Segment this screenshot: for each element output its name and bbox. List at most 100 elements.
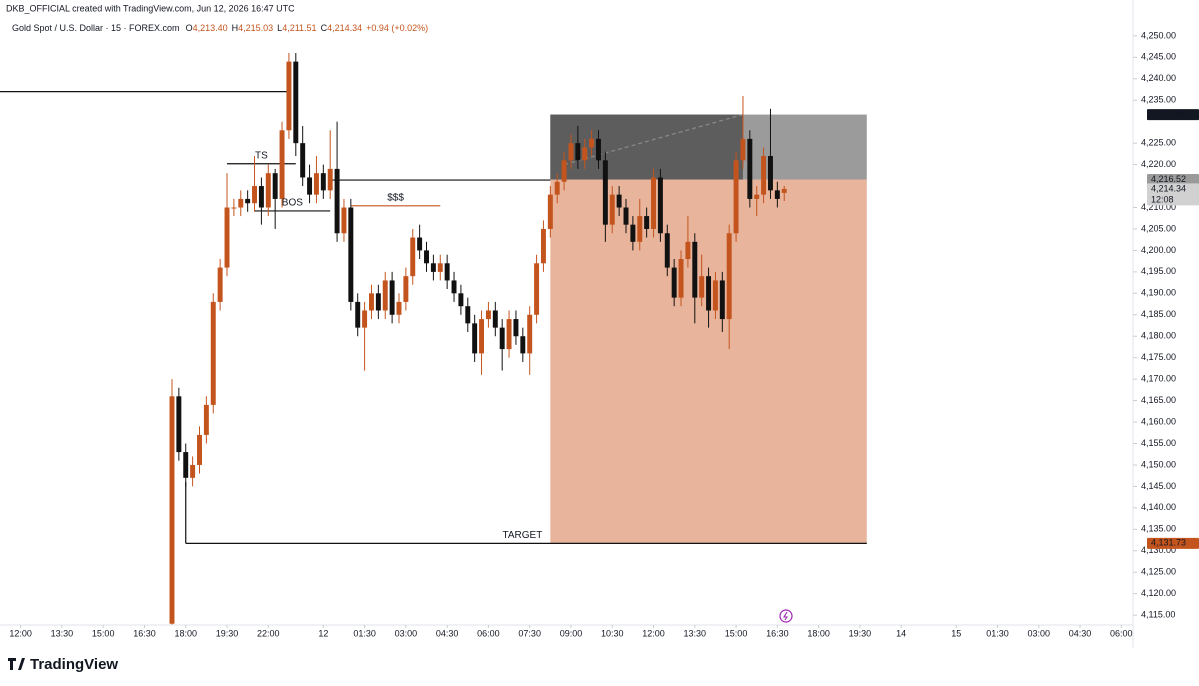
candle-body bbox=[334, 168, 340, 234]
price-label-sub: 12:08 bbox=[1151, 194, 1174, 204]
x-tick-label: 16:30 bbox=[766, 628, 789, 638]
candle-body bbox=[589, 138, 595, 148]
candle-body bbox=[616, 194, 622, 208]
annotation-label: $$$ bbox=[387, 192, 404, 203]
x-tick-label: 10:30 bbox=[601, 628, 624, 638]
candle-body bbox=[465, 306, 471, 324]
candle-body bbox=[767, 156, 773, 191]
y-tick-label: 4,225.00 bbox=[1141, 138, 1176, 148]
candle-body bbox=[527, 314, 533, 354]
candle-body bbox=[547, 194, 553, 229]
target-label: TARGET bbox=[503, 530, 543, 541]
candle-body bbox=[719, 280, 725, 320]
candle-body bbox=[637, 216, 643, 242]
header: Gold Spot / U.S. Dollar · 15 · FOREX.com… bbox=[12, 23, 428, 33]
y-tick-label: 4,120.00 bbox=[1141, 588, 1176, 598]
logo: TradingView bbox=[8, 656, 118, 673]
plot-area bbox=[0, 53, 867, 625]
candle-body bbox=[726, 233, 732, 320]
x-tick-label: 14 bbox=[896, 628, 906, 638]
ohlc-key: H bbox=[232, 23, 239, 33]
candle-body bbox=[692, 241, 698, 298]
candle-body bbox=[355, 301, 361, 328]
x-tick-label: 07:30 bbox=[518, 628, 541, 638]
price-label: 4,214.34 bbox=[1151, 183, 1186, 193]
candle-body bbox=[678, 258, 684, 298]
y-tick-label: 4,185.00 bbox=[1141, 309, 1176, 319]
x-tick-label: 06:00 bbox=[1110, 628, 1133, 638]
y-tick-label: 4,180.00 bbox=[1141, 331, 1176, 341]
candle-body bbox=[307, 177, 313, 195]
candle-body bbox=[348, 207, 354, 302]
candle-body bbox=[513, 319, 519, 337]
x-tick-label: 18:00 bbox=[174, 628, 197, 638]
candle-body bbox=[190, 464, 196, 478]
target-zone bbox=[550, 179, 867, 544]
candle-body bbox=[396, 301, 402, 315]
price-label: 4,131.73 bbox=[1151, 538, 1186, 548]
candle-body bbox=[258, 186, 264, 208]
candle-body bbox=[183, 452, 189, 478]
y-tick-label: 4,240.00 bbox=[1141, 73, 1176, 83]
candle-body bbox=[210, 301, 216, 405]
y-tick-label: 4,155.00 bbox=[1141, 438, 1176, 448]
candle-body bbox=[238, 198, 244, 208]
candle-body bbox=[540, 228, 546, 264]
x-tick-label: 03:00 bbox=[395, 628, 418, 638]
candle-body bbox=[458, 293, 464, 307]
y-tick-label: 4,220.00 bbox=[1141, 159, 1176, 169]
candle-body bbox=[657, 177, 663, 234]
candle-body bbox=[568, 143, 574, 161]
candle-body bbox=[712, 280, 718, 311]
candle-body bbox=[596, 138, 601, 161]
price-label: 4,216.52 bbox=[1151, 174, 1186, 184]
candle-body bbox=[313, 173, 319, 195]
y-tick-label: 4,140.00 bbox=[1141, 502, 1176, 512]
y-tick-label: 4,250.00 bbox=[1141, 30, 1176, 40]
price-label: 4,231.66 bbox=[1151, 109, 1186, 119]
candle-body bbox=[754, 194, 760, 199]
x-tick-label: 13:30 bbox=[684, 628, 707, 638]
credit: DKB_OFFICIAL created with TradingView.co… bbox=[6, 3, 295, 13]
watermark: TradingView bbox=[30, 656, 118, 673]
candle-body bbox=[499, 327, 505, 350]
candle-body bbox=[203, 404, 209, 435]
x-tick-label: 04:30 bbox=[1069, 628, 1092, 638]
y-tick-label: 4,145.00 bbox=[1141, 481, 1176, 491]
x-tick-label: 04:30 bbox=[436, 628, 459, 638]
candle-body bbox=[774, 190, 780, 199]
y-tick-label: 4,160.00 bbox=[1141, 416, 1176, 426]
candle-body bbox=[630, 224, 636, 242]
y-tick-label: 4,165.00 bbox=[1141, 395, 1176, 405]
candle-body bbox=[382, 280, 388, 311]
x-tick-label: 12:00 bbox=[642, 628, 665, 638]
candle-body bbox=[389, 280, 395, 315]
x-tick-label: 12:00 bbox=[9, 628, 32, 638]
y-tick-label: 4,200.00 bbox=[1141, 245, 1176, 255]
candle-body bbox=[534, 263, 540, 315]
x-tick-label: 18:00 bbox=[807, 628, 830, 638]
candle-body bbox=[169, 396, 175, 624]
candle-body bbox=[644, 216, 650, 229]
candle-body bbox=[706, 276, 712, 311]
candle-body bbox=[479, 319, 485, 354]
candle-body bbox=[602, 160, 608, 225]
candle-body bbox=[485, 310, 491, 320]
candle-body bbox=[341, 207, 347, 234]
candle-body bbox=[362, 310, 368, 328]
ohlc-value: 4,213.40 bbox=[193, 23, 228, 33]
candle-body bbox=[520, 336, 526, 354]
ohlc-value: 4,211.51 bbox=[282, 23, 316, 33]
candle-body bbox=[781, 188, 787, 193]
flash-icon bbox=[779, 609, 793, 623]
candle-body bbox=[286, 61, 292, 131]
candle-body bbox=[651, 177, 656, 229]
y-tick-label: 4,170.00 bbox=[1141, 374, 1176, 384]
candle-body bbox=[430, 263, 436, 272]
candle-body bbox=[472, 323, 478, 354]
candle-body bbox=[575, 143, 581, 161]
candle-body bbox=[410, 237, 416, 277]
y-tick-label: 4,190.00 bbox=[1141, 288, 1176, 298]
x-tick-label: 12 bbox=[318, 628, 328, 638]
